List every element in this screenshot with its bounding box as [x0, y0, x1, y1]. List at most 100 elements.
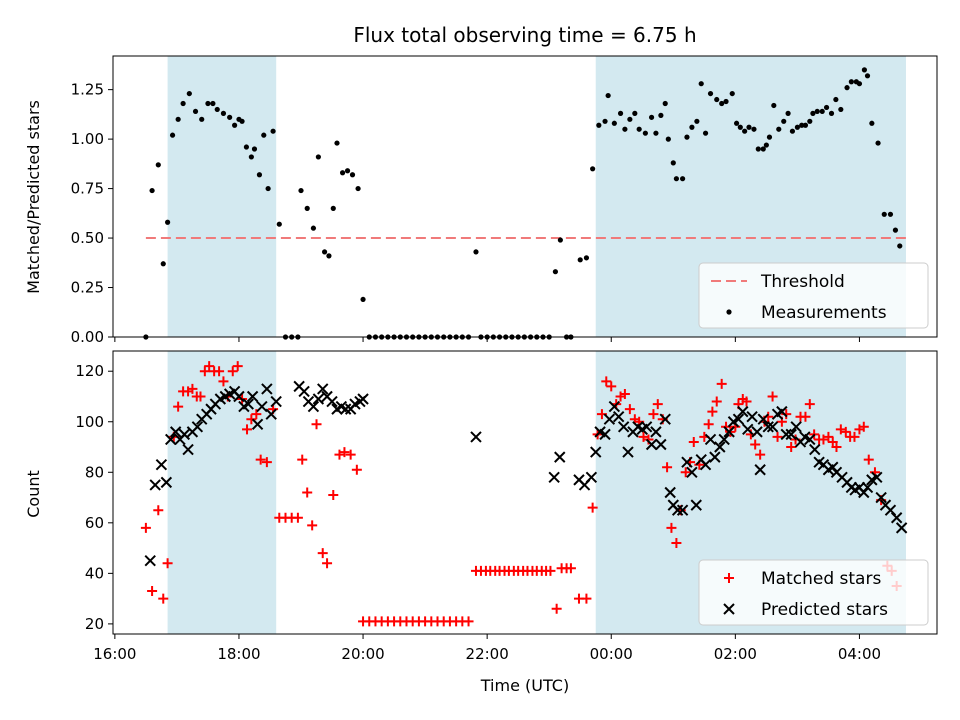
measurement-point: [330, 205, 336, 211]
matched-star-point: [153, 505, 164, 516]
measurement-point: [349, 172, 356, 178]
predicted-star-point: [251, 418, 264, 430]
matched-star-point: [227, 366, 238, 377]
matched-star-point: [707, 406, 718, 417]
measurement-point: [689, 124, 695, 130]
predicted-star-point: [617, 421, 630, 433]
matched-star-point: [741, 396, 752, 407]
measurement-point: [648, 114, 655, 120]
matched-star-point: [800, 411, 811, 422]
matched-star-point: [750, 439, 761, 450]
matched-star-point: [767, 391, 778, 402]
predicted-star-point: [714, 441, 726, 453]
matched-star-point: [345, 449, 356, 460]
predicted-star-point: [804, 433, 816, 446]
measurement-point: [789, 128, 796, 134]
measurement-point: [823, 104, 830, 111]
measurement-point: [344, 168, 351, 174]
measurement-point: [707, 90, 714, 97]
matched-star-point: [242, 424, 253, 435]
measurement-point: [881, 211, 887, 217]
y-tick-label: 120: [75, 362, 104, 380]
measurement-point: [192, 108, 199, 115]
measurement-point: [869, 120, 875, 126]
y-tick-label: 40: [85, 564, 104, 582]
matched-star-point: [214, 366, 225, 377]
x-tick-label: 04:00: [838, 645, 881, 663]
predicted-star-point: [650, 426, 662, 438]
measurement-point: [737, 124, 743, 130]
predicted-star-point: [155, 458, 168, 471]
measurement-point: [719, 100, 725, 107]
predicted-star-point: [871, 471, 883, 484]
measurement-point: [227, 114, 233, 120]
predicted-star-point: [875, 491, 887, 504]
matched-star-point: [662, 462, 673, 473]
legend-box: [698, 559, 929, 626]
measurement-point: [602, 118, 608, 124]
matched-star-point: [162, 558, 173, 569]
measurement-point: [897, 243, 903, 249]
predicted-star-point: [790, 421, 802, 433]
predicted-star-point: [164, 433, 177, 446]
matched-star-point: [187, 383, 198, 394]
measurement-point: [838, 106, 844, 113]
predicted-star-point: [723, 426, 735, 438]
measurement-point: [149, 187, 155, 194]
measurement-point: [755, 146, 761, 152]
matched-star-point: [688, 436, 699, 447]
measurement-point: [304, 205, 310, 211]
measurement-point: [326, 253, 332, 259]
measurement-point: [785, 110, 791, 116]
predicted-star-point: [686, 466, 698, 478]
matched-star-point: [781, 409, 792, 420]
measurement-point: [360, 296, 366, 303]
measurement-point: [155, 162, 161, 168]
measurement-point: [684, 134, 690, 140]
predicted-star-point: [762, 421, 774, 433]
measurement-point: [799, 122, 805, 128]
measurement-point: [315, 154, 321, 160]
legend-label: Predicted stars: [761, 600, 888, 620]
measurement-point: [742, 128, 748, 134]
plot-frame: [112, 55, 938, 338]
predicted-star-point: [160, 476, 173, 489]
measurement-point: [590, 166, 596, 172]
matched-star-point: [823, 431, 834, 442]
matched-star-point: [666, 522, 677, 533]
matched-star-point: [804, 399, 815, 410]
y-tick-label: 0.25: [71, 279, 104, 297]
matched-star-point: [158, 593, 169, 604]
measurement-point: [875, 140, 881, 146]
measurement-point: [819, 108, 825, 115]
matched-star-point: [204, 361, 215, 372]
measurement-point: [214, 106, 220, 113]
plot-frame: [112, 350, 938, 635]
legend-label: Measurements: [761, 303, 887, 323]
predicted-star-point: [766, 421, 779, 433]
measurement-point: [632, 110, 638, 116]
measurement-point: [746, 124, 752, 130]
count-panel: 16:00 18:00 20:00 22:00 00:00 02:00 04:00 20 40 6…: [75, 350, 938, 663]
predicted-star-point: [640, 421, 653, 433]
measurement-point: [265, 185, 271, 192]
predicted-star-point: [690, 499, 702, 511]
measurement-point: [714, 96, 720, 103]
measurement-point: [844, 85, 850, 91]
predicted-star-point: [554, 451, 566, 463]
measurement-point: [175, 116, 181, 122]
matched-star-point: [255, 454, 266, 465]
matched-star-point: [601, 376, 612, 387]
measurement-point: [270, 128, 276, 134]
predicted-star-point: [612, 410, 625, 423]
predicted-star-point: [357, 393, 369, 405]
legend-label: Matched stars: [761, 569, 881, 589]
matched-star-point: [652, 399, 663, 410]
measurement-point: [887, 211, 894, 217]
matched-star-point: [863, 454, 874, 465]
predicted-star-point: [169, 426, 182, 438]
predicted-star-point: [242, 398, 254, 410]
measurement-point: [776, 126, 782, 132]
measurement-point: [636, 126, 642, 132]
